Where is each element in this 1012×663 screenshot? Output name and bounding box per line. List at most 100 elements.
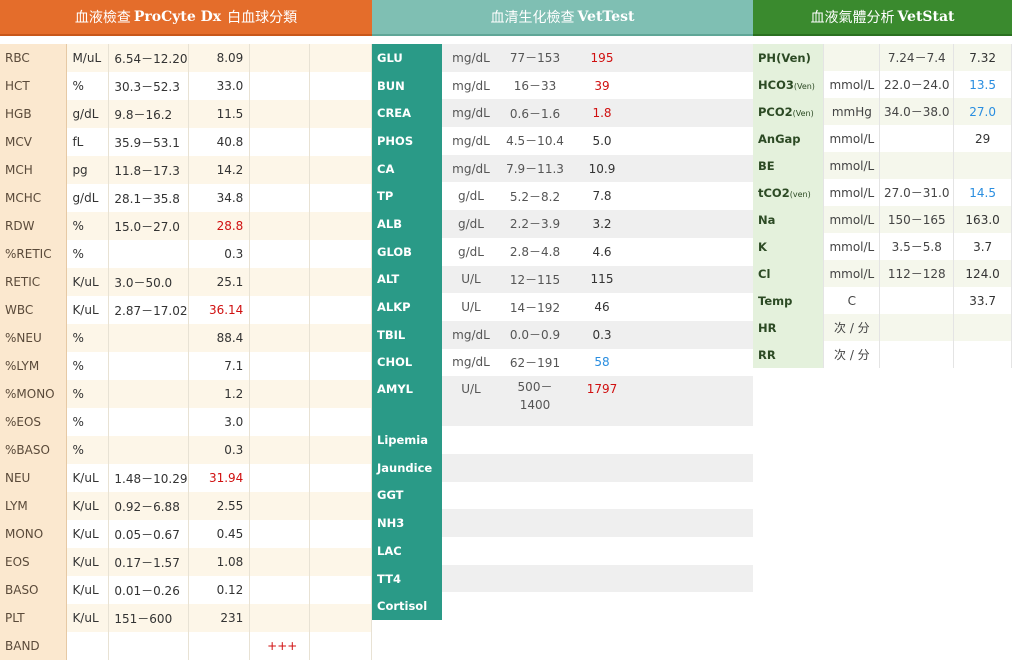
reference-range <box>108 408 190 436</box>
blank-cell <box>309 632 372 660</box>
test-name: HR <box>753 314 825 341</box>
gas-row: AnGap mmol/L 29 <box>753 125 1012 152</box>
cbc-row: WBC K/uL 2.87－17.02 36.14 <box>0 296 372 324</box>
chem-panel: 血清生化檢查 VetTest GLU mg/dL 77－153 195 BUN mg/dL… <box>372 0 753 621</box>
blank-cell <box>634 537 753 565</box>
test-value: 34.8 <box>188 184 251 212</box>
test-name: TT4 <box>372 564 442 593</box>
test-unit: g/dL <box>66 184 110 212</box>
test-name-text: BE <box>758 158 775 173</box>
reference-range: 0.05－0.67 <box>108 520 190 548</box>
cbc-row: BASO K/uL 0.01－0.26 0.12 <box>0 576 372 604</box>
chem-row: GLOB g/dL 2.8－4.8 4.6 <box>372 237 753 266</box>
test-unit: mmol/L <box>823 260 881 287</box>
blank-cell <box>309 464 372 492</box>
reference-range <box>500 564 570 593</box>
test-value: 7.8 <box>570 182 634 211</box>
test-unit: K/uL <box>66 576 110 604</box>
blank-cell <box>634 453 753 482</box>
blank-cell <box>249 352 311 380</box>
cbc-header: 血液檢查 ProCyte Dx 白血球分類 <box>0 0 372 36</box>
test-value: 0.12 <box>188 576 251 604</box>
chem-row: TBIL mg/dL 0.0－0.9 0.3 <box>372 320 753 349</box>
test-value: 7.1 <box>188 352 251 380</box>
test-name-suffix: (Ven) <box>776 50 811 65</box>
reference-range: 30.3－52.3 <box>108 72 190 100</box>
blank-cell <box>249 464 311 492</box>
reference-range: 15.0－27.0 <box>108 212 190 240</box>
reference-range: 14－192 <box>500 293 570 321</box>
blank-cell <box>634 182 753 211</box>
test-name: Na <box>753 206 825 233</box>
test-value: 10.9 <box>570 154 634 183</box>
blank-cell <box>634 99 753 128</box>
chem-header: 血清生化檢查 VetTest <box>372 0 753 36</box>
cbc-row: HCT% 30.3－52.3 33.0 <box>0 72 372 100</box>
blank-cell <box>634 320 753 349</box>
test-unit: % <box>66 352 110 380</box>
test-value: 31.94 <box>188 464 251 492</box>
test-value: 58 <box>570 348 634 377</box>
cbc-row: %BASO% 0.3 <box>0 436 372 464</box>
test-name: MCH <box>0 156 68 184</box>
test-name: NEU <box>0 464 68 492</box>
reference-range: 150－165 <box>879 206 955 233</box>
test-unit: mmol/L <box>823 206 881 233</box>
test-name-text: RR <box>758 347 776 362</box>
test-value: 25.1 <box>188 268 251 296</box>
test-unit: K/uL <box>66 464 110 492</box>
test-name: tCO2(ven) <box>753 179 825 206</box>
test-name: %NEU <box>0 324 68 352</box>
reference-range <box>500 509 570 537</box>
reference-range: 2.87－17.02 <box>108 296 190 324</box>
test-value <box>953 341 1012 368</box>
reference-range: 9.8－16.2 <box>108 100 190 128</box>
test-value: 39 <box>570 71 634 100</box>
gas-row: Na mmol/L 150－165 163.0 <box>753 206 1012 233</box>
test-value <box>953 152 1012 179</box>
test-name-text: Na <box>758 212 776 227</box>
test-unit: mmol/L <box>823 152 881 179</box>
test-value: 0.45 <box>188 520 251 548</box>
test-name: LYM <box>0 492 68 520</box>
test-unit: K/uL <box>66 604 110 632</box>
chem-row: GLU mg/dL 77－153 195 <box>372 44 753 72</box>
test-name: PHOS <box>372 127 442 155</box>
test-name-text: HCO3 <box>758 77 794 92</box>
test-unit: K/uL <box>66 548 110 576</box>
reference-range: 27.0－31.0 <box>879 179 955 206</box>
test-value <box>570 426 634 454</box>
blank-cell <box>249 324 311 352</box>
test-unit <box>442 564 500 593</box>
blank-cell <box>634 426 753 454</box>
reference-range <box>108 380 190 408</box>
test-value: 14.2 <box>188 156 251 184</box>
cbc-row: RBC M/uL 6.54－12.20 8.09 <box>0 44 372 72</box>
reference-range <box>500 426 570 454</box>
blank-cell <box>634 348 753 377</box>
gas-row: HCO3(Ven) mmol/L 22.0－24.0 13.5 <box>753 71 1012 98</box>
test-unit <box>442 592 500 621</box>
cbc-row: MCV fL 35.9－53.1 40.8 <box>0 128 372 156</box>
test-name: LAC <box>372 537 442 565</box>
test-name: GGT <box>372 481 442 510</box>
blank-cell <box>249 380 311 408</box>
test-value: 14.5 <box>953 179 1012 206</box>
test-value: 29 <box>953 125 1012 152</box>
test-name: BE <box>753 152 825 179</box>
test-unit: K/uL <box>66 520 110 548</box>
blank-cell <box>634 481 753 510</box>
test-name-text: PH <box>758 50 777 65</box>
gas-row: HR 次 / 分 <box>753 314 1012 341</box>
reference-range: 4.5－10.4 <box>500 127 570 155</box>
chem-row: ALB g/dL 2.2－3.9 3.2 <box>372 210 753 238</box>
chem-row: GGT <box>372 481 753 510</box>
test-unit: mmHg <box>823 98 881 125</box>
blank-cell <box>309 296 372 324</box>
reference-range: 2.2－3.9 <box>500 210 570 238</box>
test-name: WBC <box>0 296 68 324</box>
chem-row: AMYL U/L 500－ 1400 1797 <box>372 376 753 427</box>
test-value: 163.0 <box>953 206 1012 233</box>
gas-row: PH(Ven) 7.24－7.4 7.32 <box>753 44 1012 71</box>
gas-row: tCO2(ven) mmol/L 27.0－31.0 14.5 <box>753 179 1012 206</box>
